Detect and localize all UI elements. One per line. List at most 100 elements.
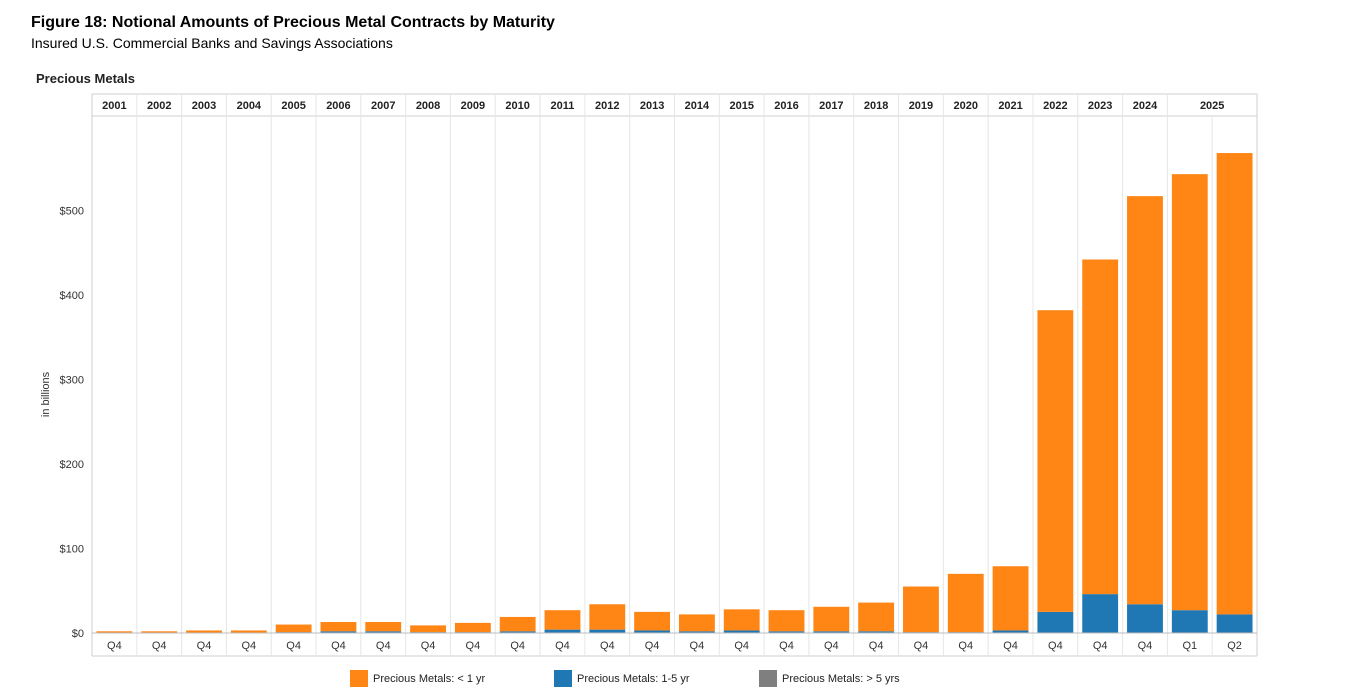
bar-segment-lt1yr (499, 616, 536, 632)
quarter-label: Q4 (824, 640, 839, 652)
bar-segment-1to5yr (858, 631, 895, 633)
bar-segment-lt1yr (1171, 174, 1208, 611)
bar-segment-lt1yr (589, 604, 626, 630)
bar-segment-lt1yr (723, 609, 760, 631)
quarter-label: Q4 (734, 640, 749, 652)
quarter-label: Q4 (376, 640, 391, 652)
bar-segment-lt1yr (230, 630, 267, 633)
quarter-label: Q4 (466, 640, 481, 652)
quarter-label: Q4 (421, 640, 436, 652)
bar-segment-1to5yr (1037, 611, 1074, 633)
quarter-label: Q4 (241, 640, 256, 652)
y-tick-label: $500 (60, 206, 84, 218)
y-tick-label: $200 (60, 459, 84, 471)
year-label: 2008 (416, 100, 440, 112)
year-label: 2002 (147, 100, 171, 112)
year-label: 2012 (595, 100, 619, 112)
year-label: 2006 (326, 100, 350, 112)
quarter-label: Q4 (690, 640, 705, 652)
legend-label-gt5yr: Precious Metals: > 5 yrs (782, 672, 900, 685)
bar-segment-1to5yr (723, 630, 760, 633)
year-label: 2025 (1200, 100, 1224, 112)
bar-segment-lt1yr (186, 630, 222, 633)
bar-segment-lt1yr (813, 606, 850, 632)
year-label: 2024 (1133, 100, 1158, 112)
panel-label: Precious Metals (36, 71, 135, 86)
legend-swatch-lt1yr (350, 670, 368, 687)
year-label: 2015 (729, 100, 753, 112)
bar-segment-lt1yr (1037, 310, 1074, 612)
year-label: 2017 (819, 100, 843, 112)
bar-segment-1to5yr (992, 630, 1029, 633)
quarter-label: Q4 (1138, 640, 1153, 652)
year-label: 2020 (954, 100, 978, 112)
y-tick-label: $0 (72, 628, 84, 640)
quarter-label: Q4 (1048, 640, 1063, 652)
bar-segment-lt1yr (365, 622, 402, 632)
legend-item-1to5yr[interactable]: Precious Metals: 1-5 yr (554, 670, 689, 687)
year-label: 2018 (864, 100, 888, 112)
bar-segment-lt1yr (410, 625, 446, 633)
bar-segment-lt1yr (903, 586, 939, 633)
quarter-label: Q4 (645, 640, 660, 652)
chart-legend: Precious Metals: < 1 yr Precious Metals:… (0, 670, 1358, 690)
bar-segment-lt1yr (678, 614, 715, 632)
bar-segment-1to5yr (1082, 594, 1119, 633)
bar-segment-1to5yr (320, 631, 357, 633)
figure-subtitle: Insured U.S. Commercial Banks and Saving… (31, 35, 393, 51)
quarter-label: Q4 (197, 640, 212, 652)
bar-segment-lt1yr (454, 622, 491, 633)
y-tick-label: $100 (60, 544, 84, 556)
year-label: 2010 (505, 100, 529, 112)
quarter-label: Q4 (107, 640, 122, 652)
quarter-label: Q4 (555, 640, 570, 652)
year-label: 2023 (1088, 100, 1112, 112)
quarter-label: Q4 (510, 640, 525, 652)
bar-segment-1to5yr (499, 631, 536, 633)
quarter-label: Q4 (286, 640, 301, 652)
legend-item-lt1yr[interactable]: Precious Metals: < 1 yr (350, 670, 485, 687)
year-label: 2022 (1043, 100, 1067, 112)
bar-segment-lt1yr (634, 611, 671, 631)
quarter-label: Q4 (600, 640, 615, 652)
quarter-label: Q1 (1182, 640, 1197, 652)
year-label: 2009 (461, 100, 485, 112)
year-label: 2013 (640, 100, 664, 112)
bar-segment-lt1yr (768, 610, 805, 632)
year-label: 2004 (237, 100, 262, 112)
quarter-label: Q4 (152, 640, 167, 652)
year-label: 2014 (685, 100, 710, 112)
bar-segment-lt1yr (858, 602, 895, 632)
bar-segment-lt1yr (275, 624, 312, 633)
stacked-bar-chart: $0 $100 $200 $300 $400 $500 in billions 2001 200… (40, 93, 1258, 657)
bar-segment-1to5yr (365, 631, 402, 633)
bar-segment-lt1yr (1216, 153, 1253, 615)
quarter-label: Q4 (914, 640, 929, 652)
year-label: 2011 (551, 100, 575, 112)
quarter-label: Q4 (958, 640, 973, 652)
year-label: 2003 (192, 100, 216, 112)
figure-title: Figure 18: Notional Amounts of Precious … (31, 14, 555, 31)
year-label: 2005 (281, 100, 305, 112)
bar-segment-1to5yr (544, 629, 581, 633)
quarter-label: Q4 (779, 640, 794, 652)
legend-item-gt5yr[interactable]: Precious Metals: > 5 yrs (759, 670, 900, 687)
legend-swatch-1to5yr (554, 670, 572, 687)
bar-segment-lt1yr (992, 566, 1029, 631)
bar-segment-1to5yr (768, 631, 805, 633)
quarter-label: Q4 (331, 640, 346, 652)
bar-segment-lt1yr (1127, 196, 1163, 605)
quarter-label: Q4 (1003, 640, 1018, 652)
bar-segment-1to5yr (678, 631, 715, 633)
y-tick-label: $300 (60, 375, 84, 387)
bar-segment-lt1yr (96, 631, 133, 633)
legend-swatch-gt5yr (759, 670, 777, 687)
year-label: 2007 (371, 100, 395, 112)
bar-segment-1to5yr (634, 630, 671, 633)
year-label: 2021 (998, 100, 1022, 112)
y-tick-label: $400 (60, 290, 84, 302)
quarter-label: Q2 (1227, 640, 1242, 652)
quarter-label: Q4 (1093, 640, 1108, 652)
bar-segment-1to5yr (813, 631, 850, 633)
bar-segment-lt1yr (141, 631, 178, 633)
